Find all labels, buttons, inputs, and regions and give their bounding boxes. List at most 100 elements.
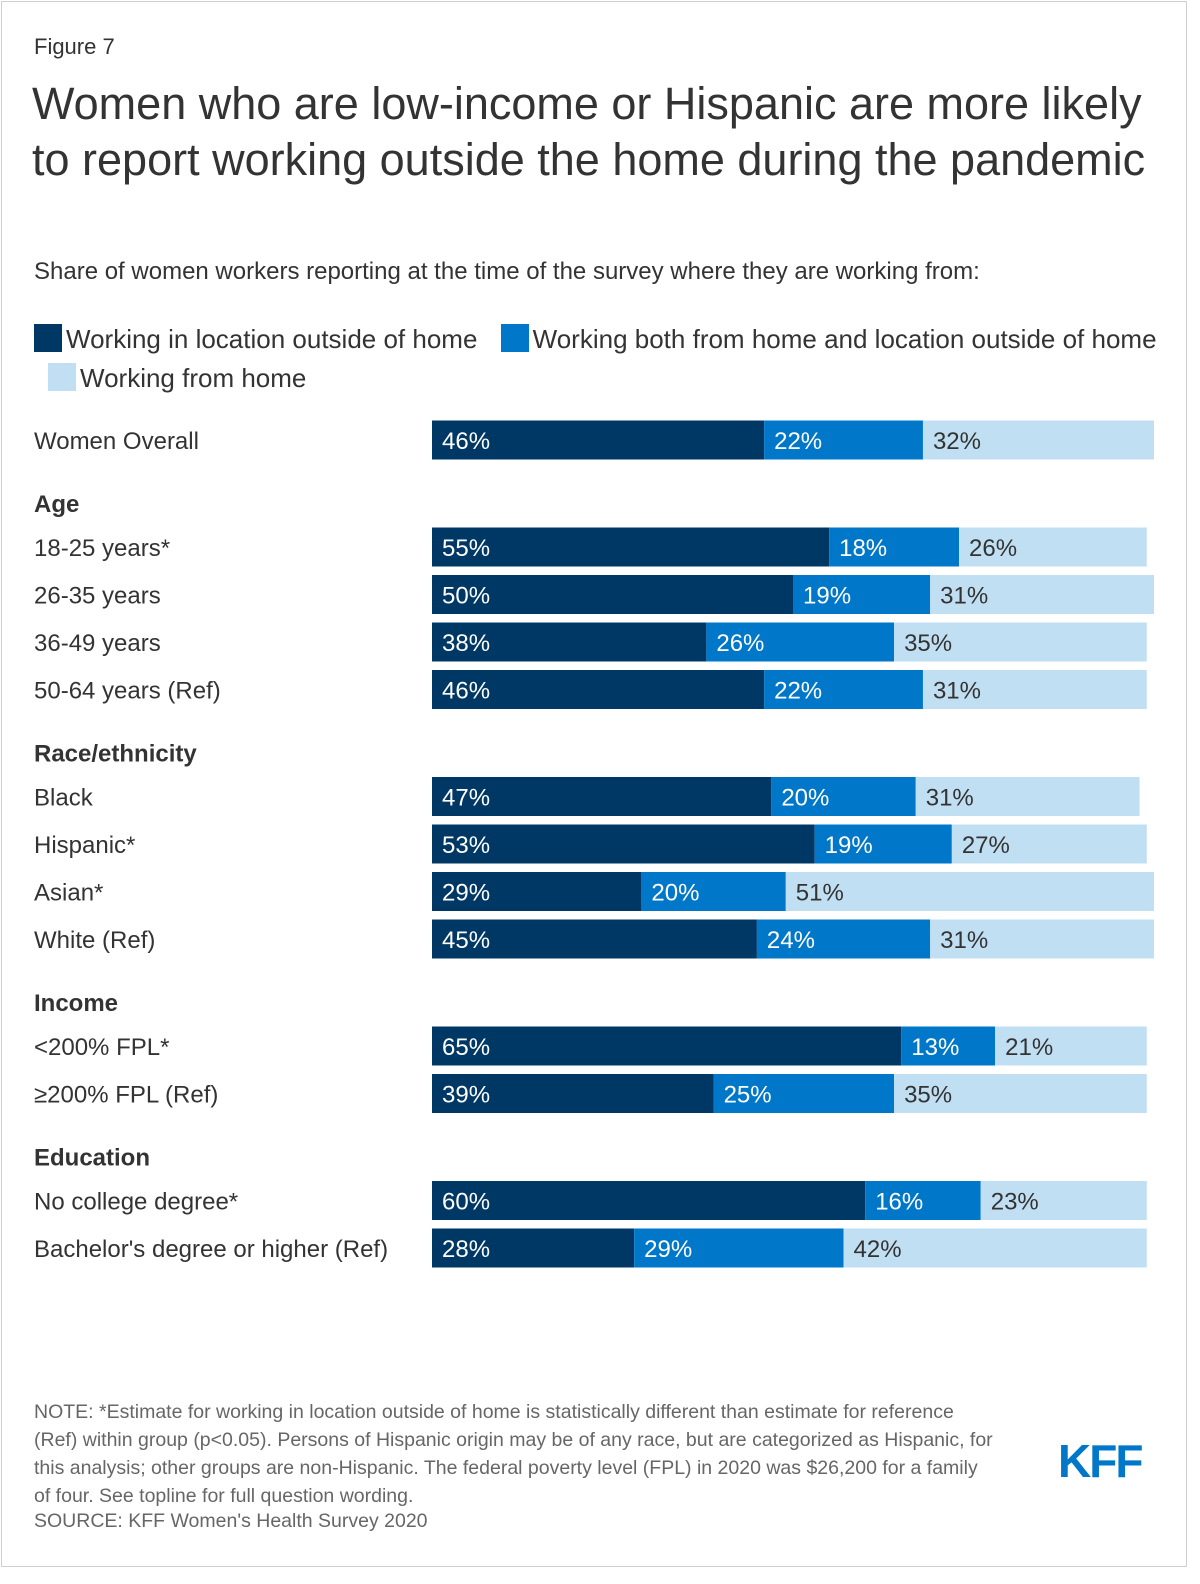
- footnote: NOTE: *Estimate for working in location …: [34, 1401, 993, 1507]
- data-label-both-asian: 20%: [651, 880, 699, 907]
- row-label-no-college-degree: No college degree*: [34, 1189, 238, 1216]
- stacked-bar-chart: Women Overall 46% 22% 32% Age 18-25 years* 55%…: [34, 420, 1154, 1268]
- bar-both-black: [771, 777, 916, 816]
- data-label-home-36-49-years: 35%: [904, 630, 952, 657]
- bar-outside-white-ref: [432, 919, 757, 959]
- bar-both-bachelor-s-degree-or-higher-ref: [634, 1228, 844, 1268]
- bar-outside-36-49-years: [432, 622, 707, 662]
- legend: Working in location outside of home Work…: [34, 320, 1174, 398]
- bar-home-26-35-years: [930, 575, 1154, 614]
- data-label-both-bachelor-s-degree-or-higher-ref: 29%: [644, 1236, 692, 1263]
- bar-outside-200-fpl-ref: [432, 1074, 714, 1113]
- row-label-18-25-years: 18-25 years*: [34, 535, 170, 562]
- group-heading-income: Income: [34, 990, 118, 1017]
- legend-swatch-outside: [34, 324, 62, 352]
- bar-both-no-college-degree: [865, 1181, 981, 1220]
- row-label-bachelor-s-degree-or-higher-ref: Bachelor's degree or higher (Ref): [34, 1236, 388, 1263]
- legend-swatch-both: [500, 324, 529, 352]
- data-label-home-asian: 51%: [796, 880, 844, 907]
- data-label-outside-hispanic: 53%: [442, 832, 490, 859]
- data-label-home-white-ref: 31%: [940, 927, 988, 954]
- data-label-home-200-fpl: 21%: [1005, 1034, 1053, 1061]
- bar-home-women-overall: [922, 420, 1154, 460]
- data-label-outside-200-fpl: 65%: [442, 1034, 490, 1061]
- row-label-36-49-years: 36-49 years: [34, 630, 161, 657]
- kff-logo: KFF: [1058, 1435, 1143, 1487]
- data-label-home-18-25-years: 26%: [969, 535, 1017, 562]
- bar-outside-bachelor-s-degree-or-higher-ref: [432, 1228, 635, 1268]
- data-label-both-white-ref: 24%: [767, 927, 815, 954]
- bar-both-18-25-years: [829, 527, 960, 567]
- data-label-home-26-35-years: 31%: [940, 583, 988, 610]
- data-label-outside-26-35-years: 50%: [442, 583, 490, 610]
- group-heading-race-ethnicity: Race/ethnicity: [34, 741, 197, 768]
- data-label-home-no-college-degree: 23%: [991, 1189, 1039, 1216]
- bar-outside-women-overall: [432, 420, 765, 460]
- bar-both-women-overall: [764, 420, 923, 460]
- data-label-both-36-49-years: 26%: [716, 630, 764, 657]
- bar-outside-26-35-years: [432, 575, 793, 614]
- data-label-both-women-overall: 22%: [774, 428, 822, 455]
- data-label-outside-black: 47%: [442, 785, 490, 812]
- bar-home-18-25-years: [959, 527, 1147, 567]
- bar-outside-18-25-years: [432, 527, 830, 567]
- bar-outside-200-fpl: [432, 1026, 902, 1066]
- data-label-outside-no-college-degree: 60%: [442, 1189, 490, 1216]
- row-label-asian: Asian*: [34, 880, 103, 907]
- chart-subtitle: Share of women workers reporting at the …: [34, 258, 980, 285]
- bar-both-26-35-years: [793, 575, 931, 614]
- data-label-home-50-64-years-ref: 31%: [933, 678, 981, 705]
- group-heading-age: Age: [34, 491, 79, 518]
- row-label-26-35-years: 26-35 years: [34, 583, 161, 610]
- legend-swatch-home: [48, 363, 76, 391]
- legend-label-home: Working from home: [80, 363, 307, 393]
- row-label-white-ref: White (Ref): [34, 927, 155, 954]
- bar-home-50-64-years-ref: [922, 670, 1147, 709]
- bar-home-asian: [785, 872, 1154, 911]
- bar-home-200-fpl-ref: [894, 1074, 1147, 1113]
- legend-label-both: Working both from home and location outs…: [532, 324, 1157, 354]
- bar-both-hispanic: [814, 824, 952, 864]
- data-label-outside-bachelor-s-degree-or-higher-ref: 28%: [442, 1236, 490, 1263]
- row-label-200-fpl-ref: ≥200% FPL (Ref): [34, 1082, 218, 1109]
- figure-label: Figure 7: [34, 34, 115, 59]
- data-label-outside-36-49-years: 38%: [442, 630, 490, 657]
- group-heading-education: Education: [34, 1145, 150, 1172]
- data-label-outside-200-fpl-ref: 39%: [442, 1082, 490, 1109]
- data-label-outside-women-overall: 46%: [442, 428, 490, 455]
- data-label-outside-white-ref: 45%: [442, 927, 490, 954]
- legend-item-both: Working both from home and location outs…: [500, 324, 1157, 354]
- bar-home-200-fpl: [995, 1026, 1147, 1066]
- data-label-home-hispanic: 27%: [962, 832, 1010, 859]
- bar-outside-no-college-degree: [432, 1181, 866, 1220]
- figure-frame: [1, 1, 1187, 1567]
- bar-home-black: [915, 777, 1140, 816]
- row-label-black: Black: [34, 785, 94, 812]
- legend-item-home: Working from home: [48, 363, 306, 393]
- data-label-both-50-64-years-ref: 22%: [774, 678, 822, 705]
- data-label-home-bachelor-s-degree-or-higher-ref: 42%: [854, 1236, 902, 1263]
- data-label-home-black: 31%: [926, 785, 974, 812]
- bar-outside-asian: [432, 872, 642, 911]
- data-label-outside-50-64-years-ref: 46%: [442, 678, 490, 705]
- data-label-both-200-fpl: 13%: [911, 1034, 959, 1061]
- bar-both-white-ref: [756, 919, 931, 959]
- data-label-home-200-fpl-ref: 35%: [904, 1082, 952, 1109]
- data-label-both-black: 20%: [781, 785, 829, 812]
- bar-both-200-fpl-ref: [713, 1074, 895, 1113]
- row-label-50-64-years-ref: 50-64 years (Ref): [34, 678, 221, 705]
- bar-home-white-ref: [930, 919, 1154, 959]
- bar-home-hispanic: [951, 824, 1147, 864]
- data-label-both-26-35-years: 19%: [803, 583, 851, 610]
- data-label-outside-18-25-years: 55%: [442, 535, 490, 562]
- bar-both-36-49-years: [706, 622, 895, 662]
- bar-home-no-college-degree: [980, 1181, 1147, 1220]
- chart-title: Women who are low-income or Hispanic are…: [32, 78, 1146, 185]
- data-label-outside-asian: 29%: [442, 880, 490, 907]
- row-label-women-overall: Women Overall: [34, 428, 199, 455]
- bar-outside-50-64-years-ref: [432, 670, 765, 709]
- data-label-both-200-fpl-ref: 25%: [724, 1082, 772, 1109]
- source-note: SOURCE: KFF Women's Health Survey 2020: [34, 1510, 428, 1532]
- data-label-both-hispanic: 19%: [825, 832, 873, 859]
- bar-both-asian: [641, 872, 786, 911]
